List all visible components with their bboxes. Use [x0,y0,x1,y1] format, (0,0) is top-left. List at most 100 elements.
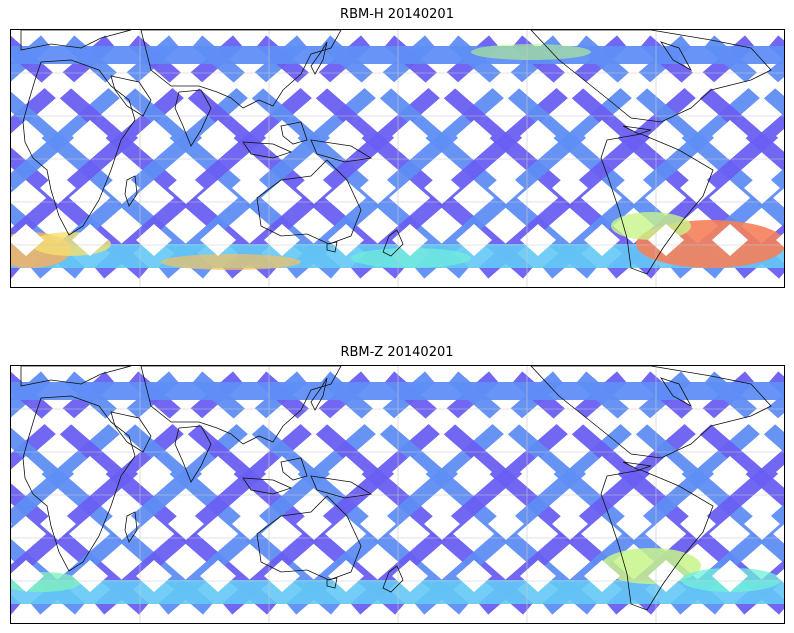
track-gaps [11,68,784,256]
gap-diamond [456,120,492,152]
gap-diamond [168,172,204,204]
gap-diamond [712,224,748,256]
flux-hotspot [161,254,301,270]
gap-diamond [616,172,652,204]
gap-diamond [296,68,332,100]
coastlines [20,30,772,275]
gap-diamond [520,456,556,488]
gap-diamond [296,172,332,204]
coastline [174,89,212,147]
gap-diamond [11,419,12,421]
coastline [256,159,362,245]
coastline [110,411,152,453]
gap-diamond [11,523,12,525]
gap-diamond [648,120,684,152]
gap-diamond [584,560,620,592]
gap-diamond [744,172,780,204]
coastline [310,41,328,75]
gap-diamond [616,68,652,100]
gap-diamond [488,508,524,540]
coastline [600,133,714,275]
gap-diamond [456,224,492,256]
gap-diamond [744,508,780,540]
gap-diamond [360,404,396,436]
gap-diamond [424,172,460,204]
gap-diamond [40,68,76,100]
gap-diamond [392,224,428,256]
gap-diamond [104,404,140,436]
gap-diamond [360,68,396,100]
gap-diamond [680,68,716,100]
gap-diamond [72,456,108,488]
gap-diamond [136,560,172,592]
coastline [174,425,212,483]
coastline [310,139,373,163]
gap-diamond [392,120,428,152]
gap-diamond [616,508,652,540]
gap-diamond [11,224,44,256]
gap-diamond [296,508,332,540]
gap-diamond [104,68,140,100]
coastline [280,457,308,481]
gap-diamond [584,456,620,488]
coastline [382,229,404,257]
gap-diamond [680,172,716,204]
gap-diamond [648,224,684,256]
gap-diamond [232,404,268,436]
coastline [310,475,373,499]
flux-hotspot [351,248,471,268]
coastline [622,461,652,471]
gap-diamond [168,508,204,540]
coastline [20,366,132,387]
gap-diamond [200,560,236,592]
gap-diamond [360,508,396,540]
gap-diamond [520,120,556,152]
gap-diamond [11,560,44,592]
gap-diamond [744,404,780,436]
coastline [124,511,138,543]
gap-diamond [11,456,44,488]
flux-hotspot [471,44,591,60]
gap-diamond [456,560,492,592]
coastline [22,395,136,572]
gap-diamond [200,456,236,488]
coastline [256,495,362,581]
gap-diamond [680,404,716,436]
coastline [140,366,342,445]
gap-diamond [424,68,460,100]
coastline [242,477,293,495]
coastline [326,241,338,253]
gap-diamond [520,224,556,256]
gap-diamond [552,172,588,204]
gap-diamond [488,172,524,204]
gap-diamond [328,560,364,592]
gap-diamond [488,68,524,100]
coastline [280,121,308,145]
gap-diamond [776,232,784,248]
coastline [326,577,338,589]
gap-diamond [136,120,172,152]
gap-diamond [168,68,204,100]
gap-diamond [552,508,588,540]
coastline [660,377,693,408]
gap-diamond [584,120,620,152]
panel-title: RBM-H 20140201 [340,7,454,22]
gap-diamond [40,404,76,436]
gap-diamond [11,83,12,85]
coastline [622,125,652,135]
gap-diamond [712,120,748,152]
gap-diamond [200,120,236,152]
gap-diamond [200,224,236,256]
polar-band-north [11,46,784,64]
gap-diamond [11,187,12,189]
coastline [110,75,152,117]
gap-diamond [328,224,364,256]
map-rbm-z [10,365,785,624]
gap-diamond [104,508,140,540]
gap-diamond [424,404,460,436]
gap-diamond [104,172,140,204]
gap-diamond [456,456,492,488]
gridlines [11,366,784,623]
coastline [310,377,328,411]
gap-diamond [232,68,268,100]
